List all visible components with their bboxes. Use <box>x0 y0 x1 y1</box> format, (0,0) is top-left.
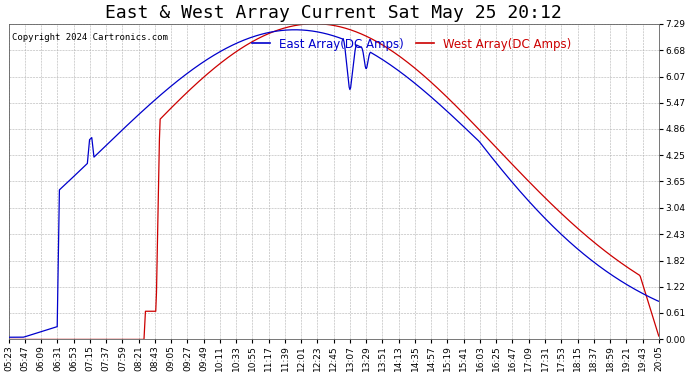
Legend: East Array(DC Amps), West Array(DC Amps): East Array(DC Amps), West Array(DC Amps) <box>248 33 576 55</box>
Title: East & West Array Current Sat May 25 20:12: East & West Array Current Sat May 25 20:… <box>106 4 562 22</box>
Text: Copyright 2024 Cartronics.com: Copyright 2024 Cartronics.com <box>12 33 168 42</box>
